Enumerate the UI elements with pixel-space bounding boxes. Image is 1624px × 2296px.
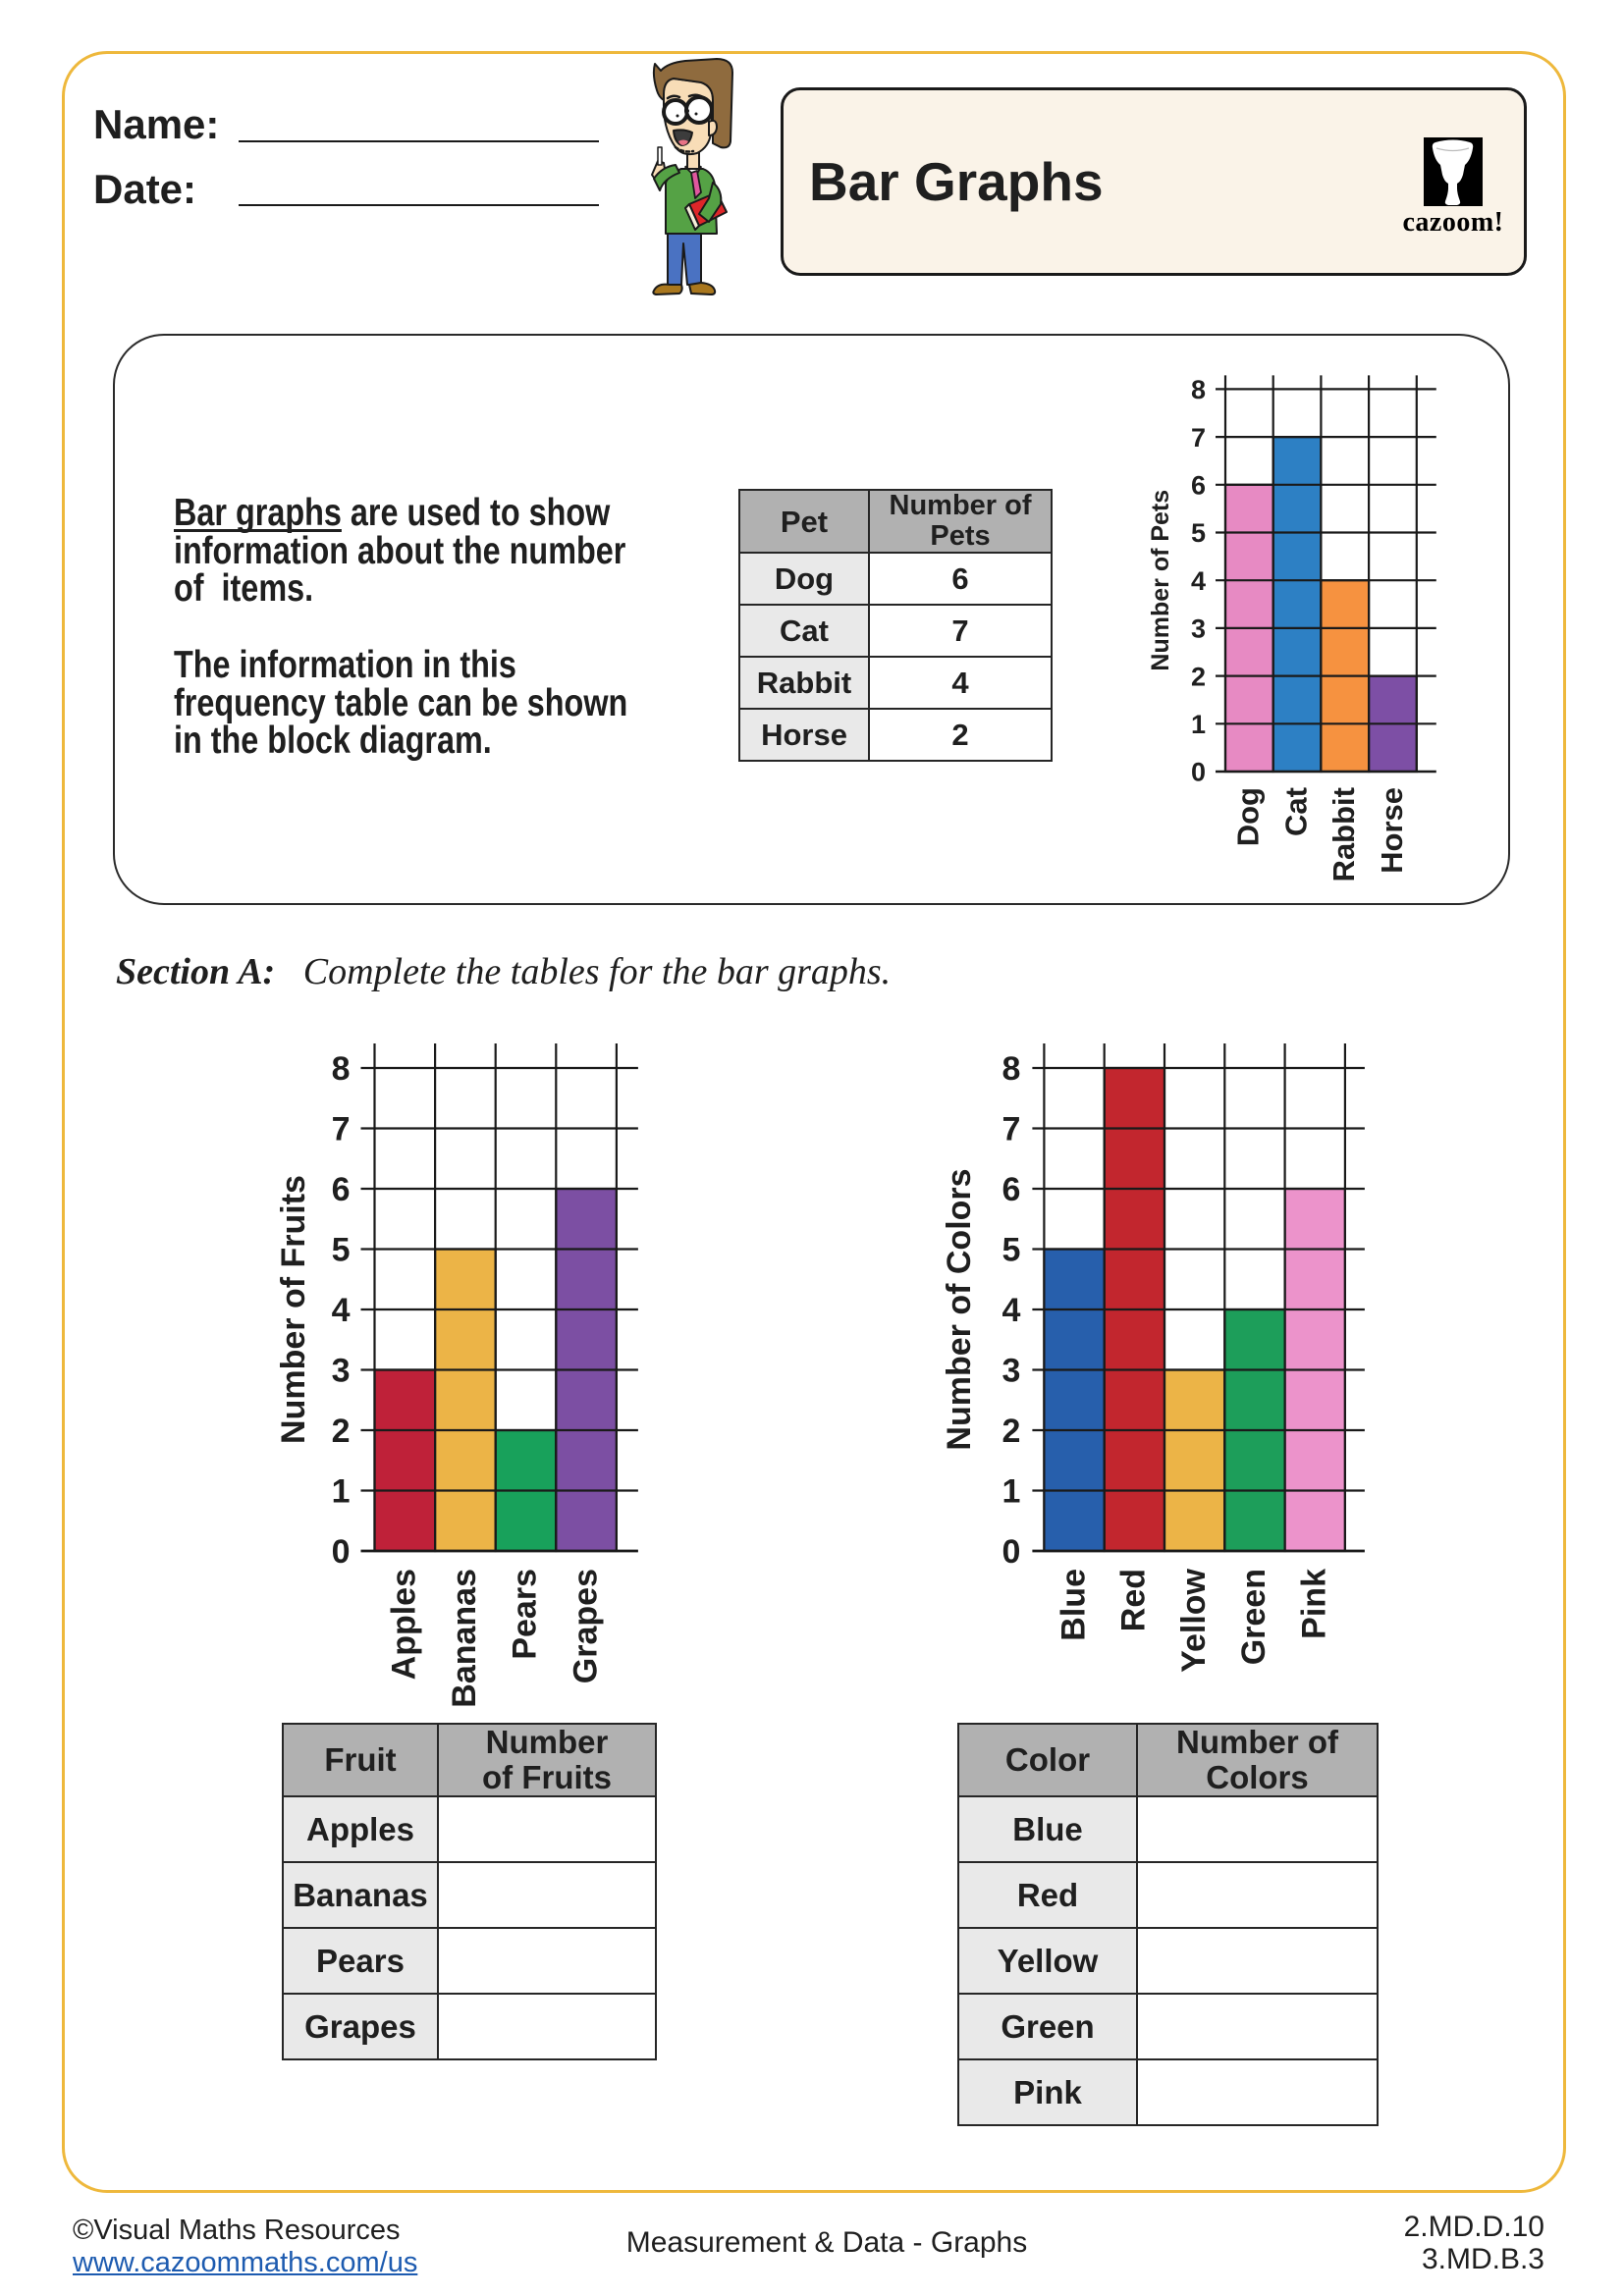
svg-text:4: 4 [332, 1292, 351, 1329]
svg-text:Dog: Dog [1231, 787, 1266, 846]
svg-text:Number of Colors: Number of Colors [941, 1168, 978, 1450]
svg-text:3: 3 [1191, 614, 1206, 644]
svg-text:Pink: Pink [1295, 1569, 1332, 1639]
svg-text:8: 8 [1191, 375, 1206, 404]
svg-text:1: 1 [332, 1473, 351, 1511]
svg-text:Cat: Cat [1278, 787, 1313, 836]
svg-text:Apples: Apples [386, 1569, 423, 1680]
svg-text:3: 3 [332, 1353, 351, 1390]
svg-text:5: 5 [1001, 1232, 1020, 1269]
svg-text:Red: Red [1115, 1569, 1153, 1631]
svg-text:Blue: Blue [1055, 1569, 1092, 1641]
svg-text:1: 1 [1001, 1473, 1020, 1511]
svg-text:0: 0 [1191, 758, 1206, 787]
svg-text:0: 0 [332, 1533, 351, 1571]
svg-text:6: 6 [332, 1171, 351, 1208]
svg-text:1: 1 [1191, 710, 1206, 739]
svg-text:Rabbit: Rabbit [1326, 787, 1361, 881]
svg-text:2: 2 [1191, 662, 1206, 691]
svg-text:8: 8 [332, 1050, 351, 1088]
svg-text:7: 7 [1001, 1111, 1020, 1148]
svg-text:cazoom!: cazoom! [1402, 207, 1503, 238]
svg-text:Green: Green [1235, 1569, 1272, 1665]
svg-text:5: 5 [1191, 518, 1206, 548]
svg-text:3: 3 [1001, 1353, 1020, 1390]
svg-text:4: 4 [1191, 566, 1206, 596]
svg-text:7: 7 [1191, 423, 1206, 453]
svg-text:4: 4 [1001, 1292, 1020, 1329]
svg-text:Pears: Pears [507, 1569, 544, 1660]
svg-text:7: 7 [332, 1111, 351, 1148]
svg-text:6: 6 [1001, 1171, 1020, 1208]
svg-text:0: 0 [1001, 1533, 1020, 1571]
svg-text:2: 2 [1001, 1413, 1020, 1450]
svg-text:Number of Fruits: Number of Fruits [275, 1175, 312, 1444]
svg-text:2: 2 [332, 1413, 351, 1450]
svg-text:Horse: Horse [1375, 787, 1409, 874]
svg-text:5: 5 [332, 1232, 351, 1269]
svg-text:Yellow: Yellow [1175, 1568, 1213, 1672]
svg-text:Grapes: Grapes [567, 1569, 604, 1683]
svg-text:Number of Pets: Number of Pets [1147, 490, 1174, 671]
svg-text:8: 8 [1001, 1050, 1020, 1088]
svg-text:6: 6 [1191, 471, 1206, 501]
svg-text:Bananas: Bananas [446, 1569, 483, 1708]
